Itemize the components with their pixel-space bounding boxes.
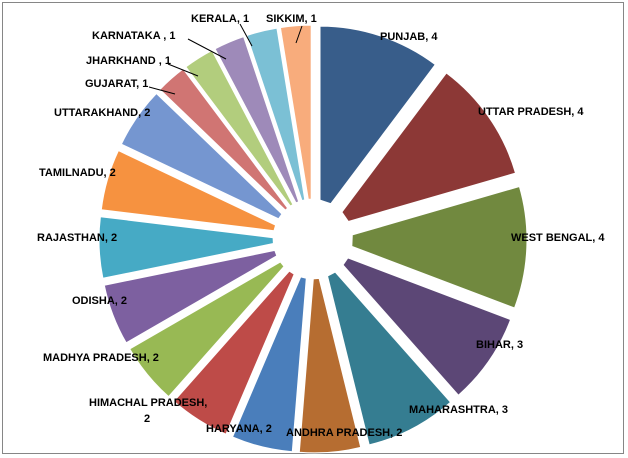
data-label-tamilnadu: TAMILNADU, 2 (39, 167, 116, 179)
data-label-sikkim: SIKKIM, 1 (266, 13, 317, 25)
data-label-uttarakhand: UTTARAKHAND, 2 (54, 107, 150, 119)
pie-slice-west-bengal (351, 185, 528, 309)
data-label-himachal-pradesh: HIMACHAL PRADESH, 2 (89, 397, 207, 425)
leader-line-jharkhand (167, 63, 199, 77)
data-label-odisha: ODISHA, 2 (72, 295, 127, 307)
pie-slice-uttarakhand (120, 92, 283, 220)
pie-slice-tamilnadu (100, 149, 277, 232)
pie-slice-haryana (231, 276, 307, 453)
pie-slice-andhra-pradesh (298, 277, 362, 454)
pie-slice-rajasthan (98, 216, 274, 279)
pie-slice-kerala (246, 27, 306, 202)
data-label-jharkhand: JHARKHAND , 1 (86, 55, 171, 67)
pie-slice-jharkhand (185, 49, 294, 207)
pie-slices (98, 24, 528, 454)
pie-slice-bihar (342, 257, 512, 396)
data-label-punjab: PUNJAB, 4 (380, 31, 438, 43)
pie-slice-sikkim (279, 24, 312, 200)
pie-slice-maharashtra (326, 271, 452, 446)
data-label-andhra-pradesh: ANDHRA PRADESH, 2 (286, 427, 402, 439)
leader-line-gujarat (148, 86, 176, 95)
data-labels: PUNJAB, 4 UTTAR PRADESH, 4 WEST BENGAL, 4 B… (37, 13, 605, 439)
pie-slice-odisha (103, 249, 278, 344)
data-label-gujarat: GUJARAT, 1 (85, 78, 148, 90)
leader-lines (148, 23, 303, 95)
data-label-west-bengal: WEST BENGAL, 4 (511, 232, 605, 244)
data-label-karnataka: KARNATAKA , 1 (92, 30, 176, 42)
data-label-bihar: BIHAR, 3 (476, 339, 523, 351)
data-label-maharashtra: MAHARASHTRA, 3 (409, 404, 508, 416)
data-label-uttar-pradesh: UTTAR PRADESH, 4 (478, 106, 584, 118)
leader-line-sikkim (295, 25, 303, 44)
data-label-madhya-pradesh: MADHYA PRADESH, 2 (43, 352, 159, 364)
data-label-kerala: KERALA, 1 (191, 13, 249, 25)
data-label-haryana: HARYANA, 2 (206, 423, 272, 435)
pie-slice-karnataka (214, 35, 300, 204)
leader-line-karnataka (187, 38, 227, 60)
data-label-rajasthan: RAJASTHAN, 2 (37, 232, 117, 244)
leader-line-kerala (239, 23, 253, 47)
pie-slice-madhya-pradesh (129, 261, 285, 398)
pie-slice-himachal-pradesh (173, 270, 295, 435)
pie-slice-punjab (319, 25, 437, 205)
pie-slice-uttar-pradesh (341, 72, 517, 223)
